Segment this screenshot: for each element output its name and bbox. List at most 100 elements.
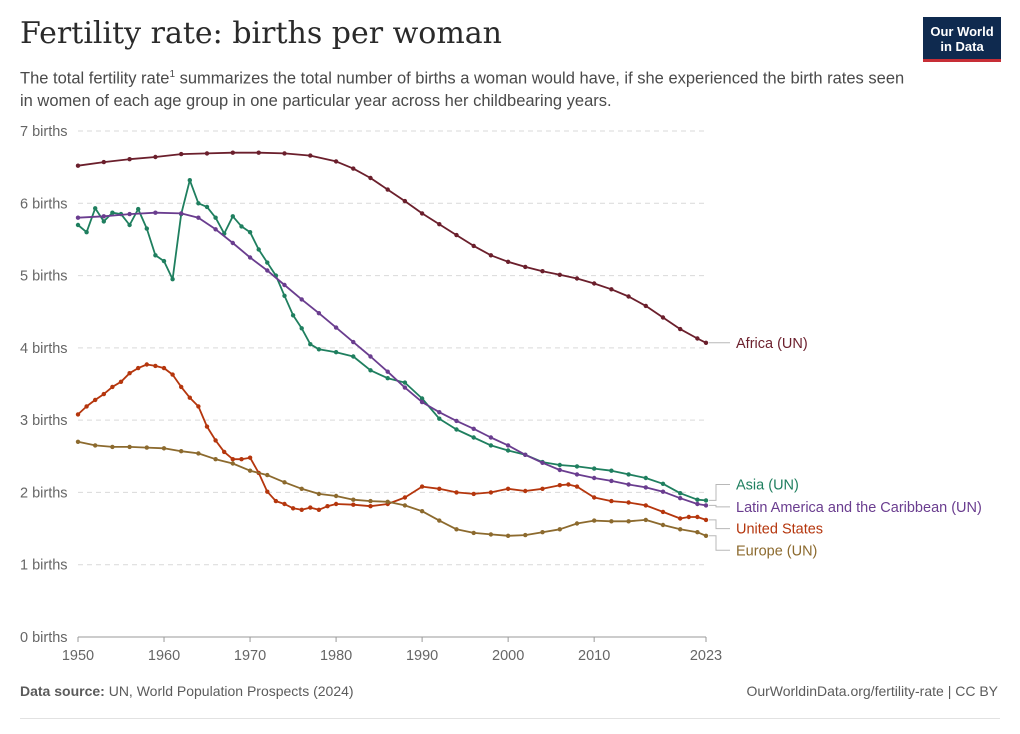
- subtitle-part1: The total fertility rate: [20, 69, 170, 88]
- data-point: [471, 435, 476, 440]
- data-point: [316, 311, 322, 316]
- data-point: [471, 426, 476, 431]
- x-tick-label: 1950: [62, 648, 94, 664]
- data-point: [566, 482, 571, 487]
- data-point: [213, 438, 218, 443]
- data-point: [127, 211, 132, 217]
- data-point: [471, 530, 476, 536]
- x-tick-label: 2010: [578, 648, 610, 664]
- data-point: [454, 527, 459, 532]
- subtitle-footnote-marker[interactable]: 1: [169, 69, 176, 80]
- subtitle-part2: summarizes the total number of births a …: [20, 69, 905, 110]
- data-point: [179, 384, 184, 390]
- data-point: [703, 340, 709, 345]
- label-connector: [709, 504, 730, 508]
- data-point: [660, 315, 666, 320]
- data-point: [368, 368, 373, 373]
- data-point: [196, 404, 201, 409]
- data-point: [230, 457, 235, 462]
- data-source-text: UN, World Population Prospects (2024): [104, 683, 354, 699]
- data-point: [557, 462, 562, 468]
- data-point: [574, 472, 580, 477]
- data-point: [402, 385, 408, 390]
- data-point: [695, 530, 700, 535]
- data-point: [333, 501, 339, 507]
- y-tick-label: 6 births: [20, 196, 68, 212]
- series-label: Europe (UN): [736, 543, 817, 559]
- data-point: [419, 509, 425, 514]
- data-point: [84, 230, 89, 235]
- data-point: [333, 350, 339, 355]
- data-point: [127, 222, 132, 228]
- logo-line1: Our World: [930, 24, 994, 39]
- data-point: [282, 282, 287, 288]
- data-point: [540, 460, 545, 465]
- data-point: [101, 214, 107, 219]
- data-point: [213, 215, 218, 220]
- data-point: [368, 354, 373, 359]
- data-point: [523, 264, 528, 270]
- series-lines: [75, 150, 709, 538]
- data-point: [204, 424, 210, 429]
- data-point: [505, 533, 511, 538]
- data-point: [351, 166, 356, 171]
- y-axis-ticks: 0 births 1 births 2 births 3 births 4 births…: [20, 124, 68, 646]
- data-point: [325, 504, 330, 509]
- data-point: [368, 504, 373, 509]
- owid-logo[interactable]: Our World in Data: [923, 17, 1001, 62]
- series-label: Africa (UN): [736, 336, 808, 352]
- data-point: [333, 159, 339, 164]
- data-point: [523, 452, 528, 457]
- grid-lines: [78, 130, 706, 566]
- data-point: [290, 313, 296, 318]
- x-tick-label: 1990: [406, 648, 438, 664]
- data-point: [161, 365, 167, 371]
- data-point: [695, 514, 700, 520]
- data-point: [282, 293, 287, 298]
- data-point: [110, 444, 115, 450]
- data-point: [75, 163, 81, 168]
- data-point: [574, 521, 580, 526]
- data-point: [592, 466, 597, 471]
- data-point: [419, 211, 425, 216]
- data-point: [626, 500, 631, 505]
- data-point: [127, 371, 132, 376]
- logo-line2: in Data: [940, 39, 984, 54]
- data-point: [213, 457, 218, 462]
- data-point: [574, 464, 580, 469]
- data-point: [273, 498, 279, 504]
- data-point: [127, 157, 132, 162]
- y-tick-label: 3 births: [20, 413, 68, 429]
- source-link[interactable]: OurWorldinData.org/fertility-rate | CC B…: [746, 683, 998, 699]
- data-point: [505, 443, 511, 448]
- data-point: [368, 498, 373, 504]
- y-tick-label: 0 births: [20, 630, 68, 646]
- data-source: Data source: UN, World Population Prospe…: [20, 683, 354, 699]
- data-point: [609, 287, 614, 292]
- data-point: [695, 501, 700, 507]
- data-point: [454, 490, 459, 495]
- data-point: [239, 224, 244, 229]
- y-tick-label: 4 births: [20, 341, 68, 357]
- data-point: [170, 277, 175, 282]
- data-point: [678, 491, 683, 496]
- y-tick-label: 1 births: [20, 558, 68, 574]
- data-point: [626, 482, 631, 487]
- data-point: [557, 527, 562, 532]
- data-point: [488, 443, 494, 448]
- data-point: [196, 215, 201, 220]
- data-point: [419, 399, 425, 405]
- data-point: [454, 427, 459, 432]
- data-point: [643, 485, 648, 490]
- data-point: [230, 214, 235, 219]
- data-point: [161, 258, 167, 264]
- data-point: [136, 206, 141, 212]
- data-point: [239, 457, 244, 462]
- data-point: [385, 369, 390, 374]
- x-axis: 1950 1960 1970 1980 1990 2000 2010 2023: [62, 636, 722, 664]
- data-point: [351, 497, 356, 502]
- x-tick-label: 2000: [492, 648, 524, 664]
- data-point: [84, 404, 89, 409]
- data-point: [454, 232, 459, 238]
- data-point: [308, 505, 313, 510]
